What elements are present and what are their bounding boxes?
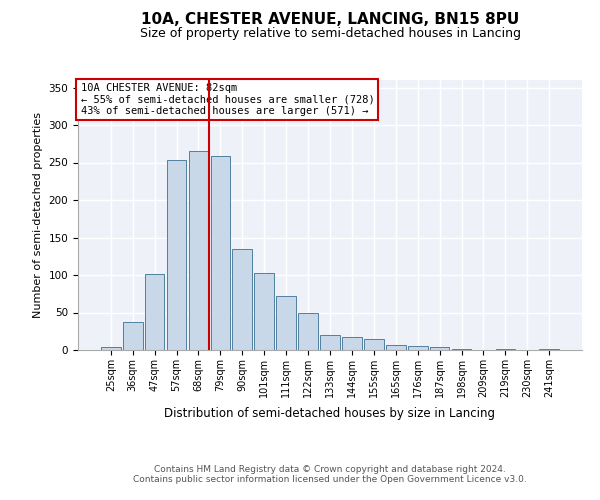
- Bar: [145, 274, 164, 350]
- Text: 10A, CHESTER AVENUE, LANCING, BN15 8PU: 10A, CHESTER AVENUE, LANCING, BN15 8PU: [141, 12, 519, 28]
- Bar: [232, 249, 252, 350]
- Bar: [101, 347, 121, 350]
- Bar: [430, 347, 449, 350]
- Text: 10A CHESTER AVENUE: 82sqm
← 55% of semi-detached houses are smaller (728)
43% of: 10A CHESTER AVENUE: 82sqm ← 55% of semi-…: [80, 82, 374, 116]
- Text: Distribution of semi-detached houses by size in Lancing: Distribution of semi-detached houses by …: [164, 408, 496, 420]
- Text: Contains HM Land Registry data © Crown copyright and database right 2024.
Contai: Contains HM Land Registry data © Crown c…: [133, 465, 527, 484]
- Bar: [211, 156, 230, 350]
- Bar: [276, 296, 296, 350]
- Bar: [298, 312, 318, 350]
- Bar: [167, 160, 187, 350]
- Bar: [320, 335, 340, 350]
- Bar: [342, 336, 362, 350]
- Text: Size of property relative to semi-detached houses in Lancing: Size of property relative to semi-detach…: [139, 28, 521, 40]
- Bar: [123, 322, 143, 350]
- Bar: [188, 151, 208, 350]
- Bar: [364, 339, 384, 350]
- Bar: [386, 345, 406, 350]
- Bar: [408, 346, 428, 350]
- Bar: [254, 273, 274, 350]
- Y-axis label: Number of semi-detached properties: Number of semi-detached properties: [33, 112, 43, 318]
